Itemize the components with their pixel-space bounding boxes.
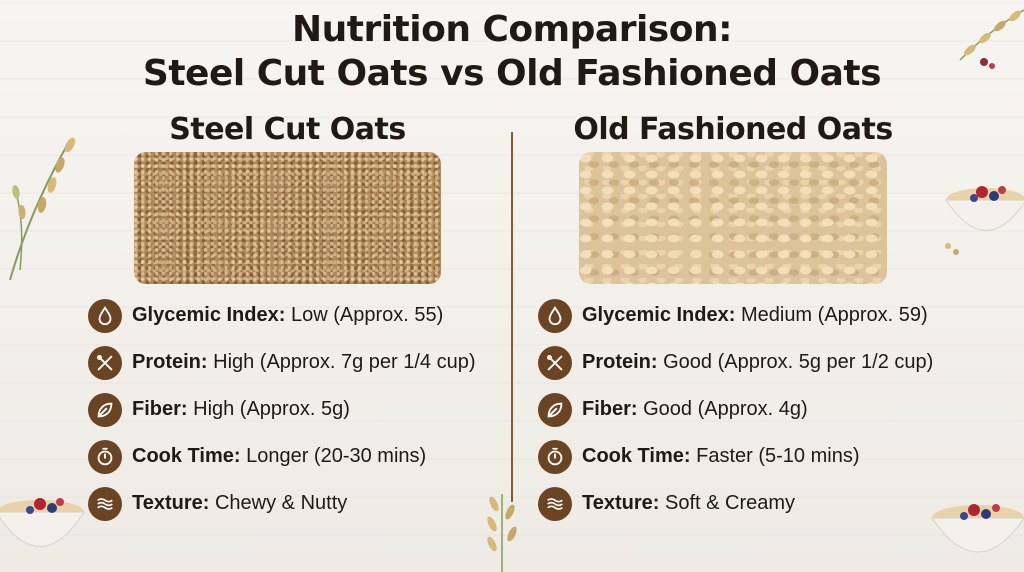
list-item: Glycemic Index: Medium (Approx. 59) [538,292,933,339]
title-line-2: Steel Cut Oats vs Old Fashioned Oats [142,53,882,94]
row-value: Good (Approx. 5g per 1/2 cup) [657,351,934,373]
drop-icon [538,298,572,333]
leaf-icon [88,392,122,427]
oatmeal-bowl-bottom-right-decoration [931,504,1024,553]
column-heading-steel-cut: Steel Cut Oats [169,112,406,147]
row-value: High (Approx. 7g per 1/4 cup) [207,351,476,373]
list-item: Glycemic Index: Low (Approx. 55) [88,292,475,339]
row-label: Cook Time: [582,445,691,467]
row-label: Protein: [582,351,658,373]
wave-icon [88,486,122,521]
row-value: Medium (Approx. 59) [735,304,928,326]
list-item: Fiber: High (Approx. 5g) [88,386,475,433]
drop-icon [88,298,122,333]
row-value: Chewy & Nutty [209,492,348,514]
list-item: Texture: Soft & Creamy [538,480,933,527]
list-item: Texture: Chewy & Nutty [88,480,475,527]
list-item: Protein: Good (Approx. 5g per 1/2 cup) [538,339,933,386]
row-label: Texture: [582,492,660,514]
row-value: Soft & Creamy [659,492,796,514]
leaf-icon [538,392,572,427]
row-label: Texture: [132,492,210,514]
column-divider [511,132,513,502]
steel-cut-oats-photo [134,152,441,284]
list-item: Cook Time: Longer (20-30 mins) [88,433,475,480]
old-fashioned-oats-photo [579,152,887,284]
row-value: Faster (5-10 mins) [690,445,860,467]
row-label: Protein: [132,351,208,373]
timer-icon [538,439,572,474]
list-item: Fiber: Good (Approx. 4g) [538,386,933,433]
timer-icon [88,439,122,474]
row-label: Glycemic Index: [132,304,286,326]
list-item: Protein: High (Approx. 7g per 1/4 cup) [88,339,475,386]
row-value: High (Approx. 5g) [187,398,350,420]
row-value: Good (Approx. 4g) [637,398,808,420]
wave-icon [538,486,572,521]
oat-stalk-left-decoration [9,137,76,280]
page-title: Nutrition Comparison: Steel Cut Oats vs … [0,8,1024,96]
utensils-icon [538,345,572,380]
row-label: Glycemic Index: [582,304,736,326]
utensils-icon [88,345,122,380]
oat-sprig-top-right-decoration [959,9,1024,69]
list-item: Cook Time: Faster (5-10 mins) [538,433,933,480]
row-value: Longer (20-30 mins) [240,445,427,467]
oatmeal-bowl-bottom-left-decoration [0,498,85,547]
oatmeal-bowl-right-decoration [945,186,1024,255]
row-label: Fiber: [582,398,638,420]
row-label: Cook Time: [132,445,241,467]
column-heading-old-fashioned: Old Fashioned Oats [573,112,893,147]
row-label: Fiber: [132,398,188,420]
old-fashioned-nutrition-list: Glycemic Index: Medium (Approx. 59) Prot… [538,292,933,527]
steel-cut-nutrition-list: Glycemic Index: Low (Approx. 55) Protein… [88,292,475,527]
title-line-1: Nutrition Comparison: [291,9,733,50]
oat-stalk-bottom-center-decoration [487,494,517,572]
row-value: Low (Approx. 55) [285,304,444,326]
